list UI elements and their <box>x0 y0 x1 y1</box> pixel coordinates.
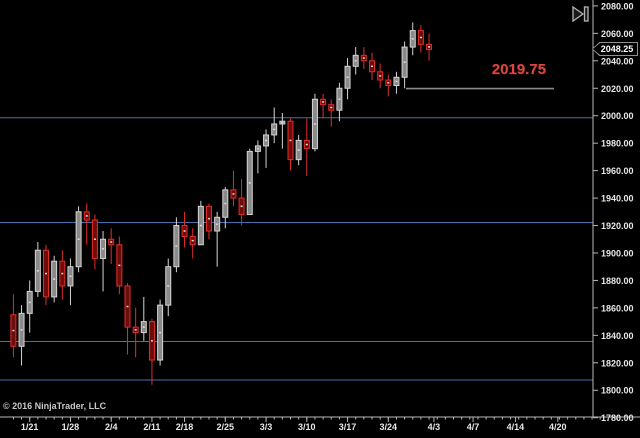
svg-text:4/14: 4/14 <box>507 422 525 432</box>
svg-text:1780.00: 1780.00 <box>601 413 634 423</box>
svg-text:2/25: 2/25 <box>217 422 235 432</box>
svg-text:2000.00: 2000.00 <box>601 111 634 121</box>
svg-text:1/21: 1/21 <box>21 422 39 432</box>
copyright-text: © 2016 NinjaTrader, LLC <box>3 401 107 411</box>
svg-text:1/28: 1/28 <box>62 422 80 432</box>
svg-text:2040.00: 2040.00 <box>601 56 634 66</box>
svg-text:1920.00: 1920.00 <box>601 221 634 231</box>
price-level-annotation[interactable]: 2019.75 <box>491 61 546 78</box>
svg-text:3/10: 3/10 <box>298 422 316 432</box>
svg-text:3/24: 3/24 <box>380 422 398 432</box>
skip-to-end-icon[interactable] <box>570 4 592 24</box>
svg-text:3/17: 3/17 <box>339 422 357 432</box>
svg-text:3/3: 3/3 <box>260 422 273 432</box>
svg-text:1800.00: 1800.00 <box>601 386 634 396</box>
svg-text:2080.00: 2080.00 <box>601 1 634 11</box>
svg-text:2/4: 2/4 <box>105 422 118 432</box>
svg-text:2/11: 2/11 <box>143 422 160 432</box>
svg-text:2020.00: 2020.00 <box>601 84 634 94</box>
svg-text:1980.00: 1980.00 <box>601 139 634 149</box>
svg-text:1940.00: 1940.00 <box>601 194 634 204</box>
svg-text:1960.00: 1960.00 <box>601 166 634 176</box>
last-price-value: 2048.25 <box>593 43 637 55</box>
svg-text:1880.00: 1880.00 <box>601 276 634 286</box>
svg-text:1900.00: 1900.00 <box>601 248 634 258</box>
svg-text:1840.00: 1840.00 <box>601 331 634 341</box>
svg-text:4/20: 4/20 <box>549 422 567 432</box>
last-price-badge: 2048.25 <box>592 42 638 56</box>
svg-text:4/3: 4/3 <box>428 422 441 432</box>
svg-text:2060.00: 2060.00 <box>601 29 634 39</box>
svg-text:4/7: 4/7 <box>467 422 480 432</box>
svg-text:2/18: 2/18 <box>176 422 194 432</box>
svg-text:1860.00: 1860.00 <box>601 303 634 313</box>
svg-text:1820.00: 1820.00 <box>601 358 634 368</box>
